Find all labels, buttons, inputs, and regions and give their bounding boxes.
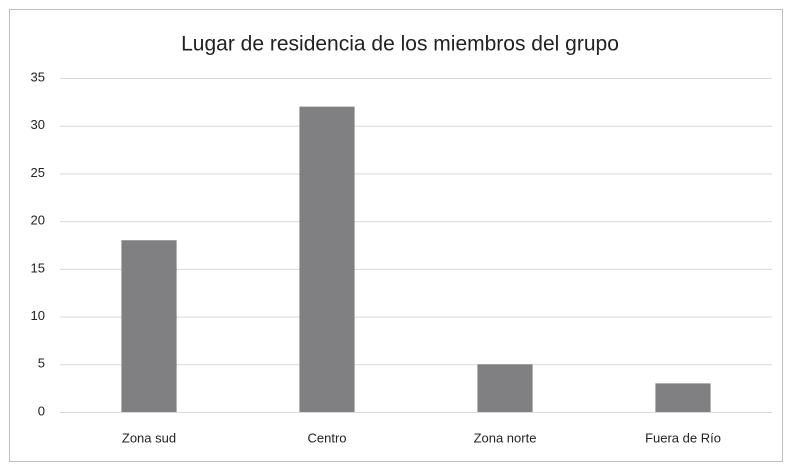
y-tick-label: 30	[31, 117, 45, 132]
y-tick-label: 5	[38, 356, 45, 371]
bar	[121, 240, 177, 412]
y-tick-label: 10	[31, 308, 45, 323]
chart-title: Lugar de residencia de los miembros del …	[181, 33, 619, 56]
x-tick-label: Zona sud	[122, 430, 176, 445]
y-tick-label: 25	[31, 165, 45, 180]
y-tick-label: 20	[31, 213, 45, 228]
bar	[477, 364, 533, 412]
bar	[655, 383, 711, 412]
x-tick-label: Fuera de Río	[645, 430, 721, 445]
y-tick-label: 35	[31, 69, 45, 84]
y-tick-label: 15	[31, 260, 45, 275]
bar	[299, 106, 355, 412]
x-tick-label: Centro	[307, 430, 346, 445]
x-tick-label: Zona norte	[474, 430, 537, 445]
y-tick-label: 0	[38, 403, 45, 418]
